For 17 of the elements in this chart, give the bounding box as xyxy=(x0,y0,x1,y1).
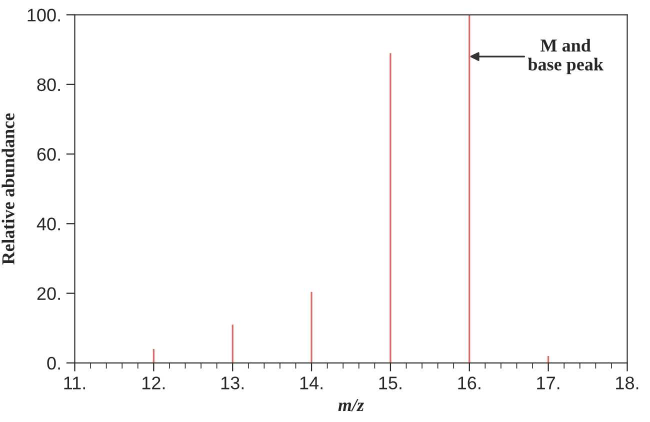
x-axis-title: m/z xyxy=(338,399,364,412)
x-tick-label: 18. xyxy=(616,376,638,390)
y-tick-label: 100. xyxy=(28,8,60,22)
y-axis-title: Relative abundance xyxy=(2,113,14,265)
y-tick-label: 60. xyxy=(37,148,60,161)
x-tick-label: 12. xyxy=(142,376,165,390)
annotation: M and base peak xyxy=(528,38,604,74)
x-tick-label: 17. xyxy=(537,376,560,390)
y-tick-label: 80. xyxy=(37,78,60,92)
y-tick-label: 40. xyxy=(36,218,60,230)
y-tick-label: 20. xyxy=(37,287,60,300)
y-tick-label: 0. xyxy=(47,356,60,370)
x-tick-label: 11. xyxy=(64,376,85,390)
x-tick-label: 13. xyxy=(221,376,244,390)
x-tick-label: 15. xyxy=(379,376,402,390)
x-tick-label: 16. xyxy=(458,376,480,390)
x-tick-label: 14. xyxy=(300,376,322,390)
